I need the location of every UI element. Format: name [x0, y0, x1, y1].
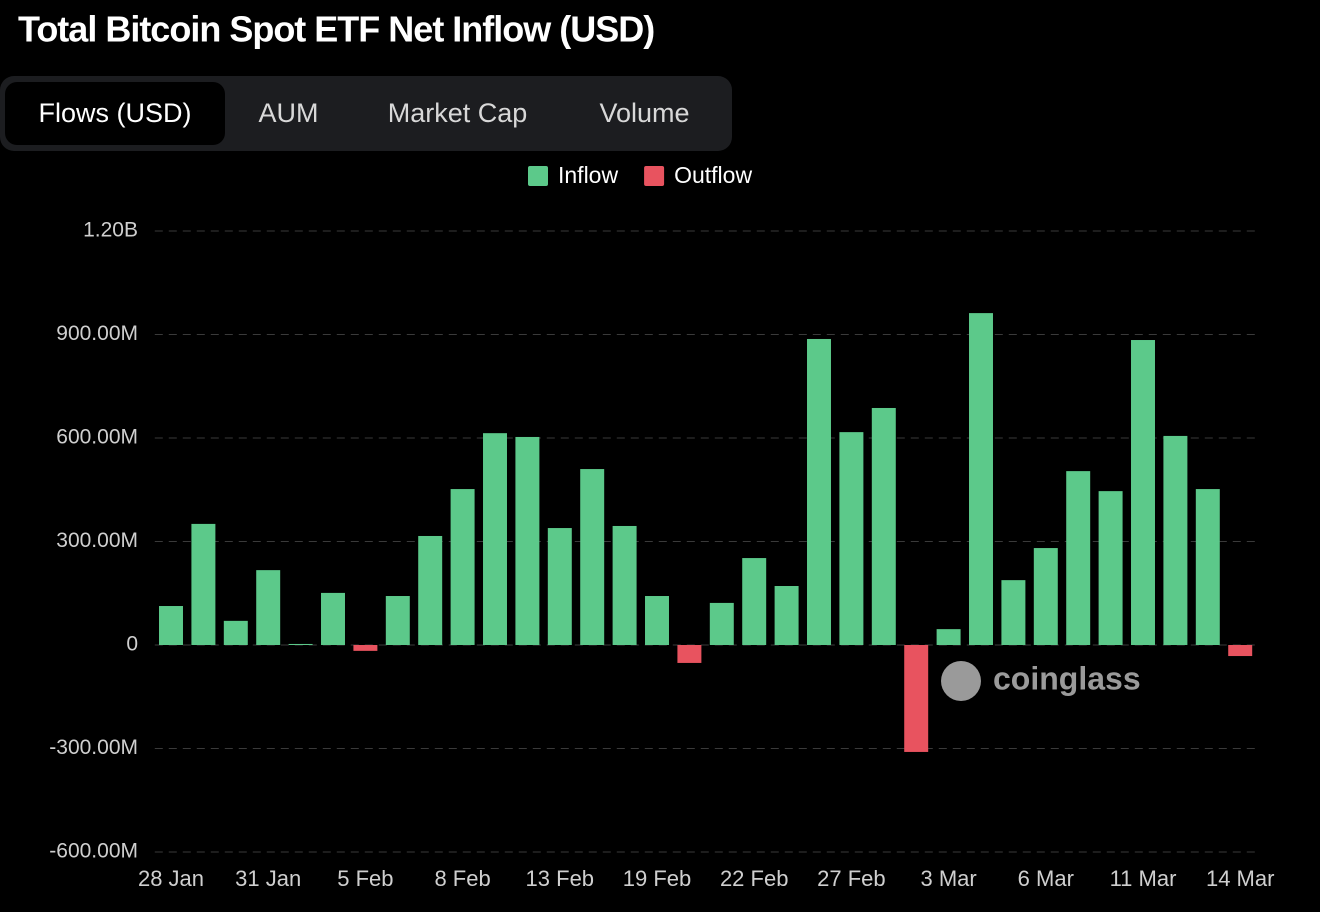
y-tick-label: 0 — [126, 633, 138, 656]
bar — [580, 469, 605, 645]
bar — [871, 407, 896, 645]
x-tick-label: 6 Mar — [1018, 866, 1074, 891]
y-tick-label: 600.00M — [56, 426, 138, 449]
y-tick-label: 300.00M — [56, 529, 138, 552]
x-tick-label: 8 Feb — [434, 866, 490, 891]
bar — [936, 629, 961, 645]
x-tick-label: 19 Feb — [623, 866, 692, 891]
y-tick-label: 1.20B — [83, 219, 138, 242]
bar — [256, 570, 281, 645]
x-tick-label: 22 Feb — [720, 866, 789, 891]
tab-label[interactable]: Flows (USD) — [39, 98, 192, 128]
x-tick-label: 13 Feb — [526, 866, 595, 891]
tab-label[interactable]: Volume — [599, 98, 689, 128]
y-tick-label: -600.00M — [49, 840, 138, 863]
bar — [612, 525, 637, 645]
bar — [677, 645, 702, 663]
bar — [1001, 580, 1026, 645]
bar — [223, 620, 248, 645]
bar — [742, 558, 767, 645]
bar — [904, 645, 929, 752]
bar — [1228, 645, 1253, 657]
bar — [969, 313, 993, 645]
x-tick-label: 28 Jan — [138, 866, 204, 891]
legend-swatch[interactable] — [528, 166, 548, 186]
bar — [839, 432, 864, 645]
y-tick-label: 900.00M — [56, 322, 138, 345]
legend-label[interactable]: Inflow — [558, 162, 618, 188]
x-tick-label: 5 Feb — [337, 866, 393, 891]
x-tick-label: 27 Feb — [817, 866, 886, 891]
bar — [450, 489, 475, 645]
bar — [547, 528, 572, 645]
x-tick-label: 14 Mar — [1206, 866, 1274, 891]
bar — [483, 433, 507, 645]
bar — [807, 338, 831, 645]
tab-label[interactable]: AUM — [259, 98, 319, 128]
bar — [321, 592, 345, 645]
bar — [1163, 435, 1188, 645]
x-tick-label: 31 Jan — [235, 866, 301, 891]
legend-swatch[interactable] — [644, 166, 665, 186]
bar — [288, 643, 313, 645]
bar — [1098, 491, 1123, 645]
x-tick-label: 11 Mar — [1110, 866, 1177, 891]
bar — [515, 436, 540, 645]
chart-title: Total Bitcoin Spot ETF Net Inflow (USD) — [18, 9, 654, 50]
bar — [385, 596, 410, 645]
watermark: coinglass — [993, 660, 1141, 696]
active-tab[interactable] — [5, 82, 225, 145]
bar — [353, 645, 378, 651]
bar — [1033, 548, 1058, 645]
bar — [1131, 340, 1155, 645]
bar — [159, 606, 183, 645]
bar — [645, 596, 669, 645]
bar — [1066, 471, 1091, 645]
bar — [1195, 489, 1220, 645]
tab-label[interactable]: Market Cap — [388, 98, 528, 128]
watermark-logo — [941, 661, 981, 701]
bar — [709, 602, 734, 645]
bar — [191, 523, 216, 645]
legend-label[interactable]: Outflow — [674, 162, 752, 188]
bar — [774, 586, 799, 645]
x-tick-label: 3 Mar — [920, 866, 976, 891]
y-tick-label: -300.00M — [49, 736, 138, 759]
bar — [418, 535, 443, 645]
